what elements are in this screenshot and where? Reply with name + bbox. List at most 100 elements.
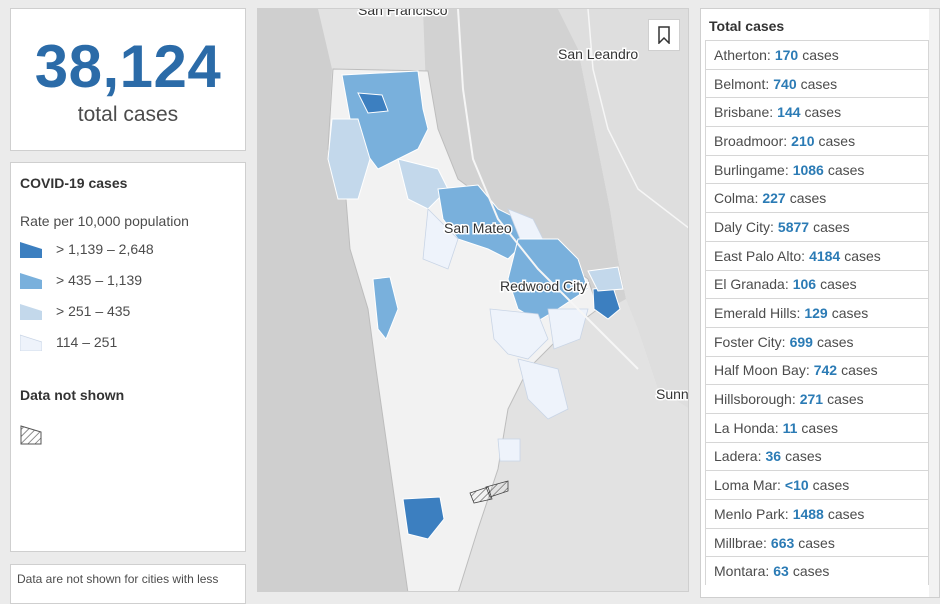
city-unit: cases [844, 247, 881, 264]
legend-classes: > 1,139 – 2,648 > 435 – 1,139 > 251 – 43… [20, 233, 236, 357]
city-count: 271 [799, 391, 824, 408]
region-portola[interactable] [517, 358, 569, 420]
list-item[interactable]: El Granada: 106 cases [705, 269, 929, 299]
city-unit: cases [816, 333, 854, 350]
city-count: 129 [804, 305, 828, 322]
list-item[interactable]: Hillsborough: 271 cases [705, 384, 929, 413]
list-item[interactable]: East Palo Alto: 4184 cases [705, 240, 929, 270]
city-name: East Palo Alto: [714, 247, 806, 264]
region-half-moon-bay[interactable] [372, 276, 399, 340]
legend-title: COVID-19 cases [20, 175, 128, 191]
city-unit: cases [827, 161, 865, 178]
list-item[interactable]: Ladera: 36 cases [705, 441, 929, 471]
map-canvas[interactable]: San Francisco San Leandro San Mateo Redw… [258, 9, 689, 592]
city-name: El Granada: [714, 276, 789, 293]
city-name: Menlo Park: [714, 505, 789, 522]
city-count: 144 [777, 104, 801, 121]
list-item[interactable]: Foster City: 699 cases [705, 326, 929, 356]
list-item[interactable]: Half Moon Bay: 742 cases [705, 355, 929, 385]
bookmark-icon [658, 26, 670, 44]
total-cases-label: total cases [77, 103, 179, 126]
city-count: 227 [762, 190, 786, 207]
city-unit: cases [831, 305, 869, 322]
region-la-honda[interactable] [497, 438, 521, 462]
city-name: Belmont: [714, 75, 770, 92]
list-item[interactable]: Daly City: 5877 cases [705, 212, 929, 241]
list-scrollbar[interactable] [929, 9, 939, 597]
city-count: 663 [770, 534, 795, 551]
city-unit: cases [798, 534, 835, 551]
city-name: Emerald Hills: [714, 305, 801, 322]
legend-class-label: > 1,139 – 2,648 [56, 240, 154, 257]
total-cases-value: 38,124 [34, 33, 222, 100]
bookmark-button[interactable] [648, 19, 680, 51]
city-unit: cases [813, 218, 850, 235]
region-emerald-hills[interactable] [489, 308, 549, 360]
city-name: Montara: [714, 563, 770, 580]
region-atherton[interactable] [547, 308, 589, 350]
list-item[interactable]: Burlingame: 1086 cases [705, 154, 929, 184]
list-item[interactable]: Brisbane: 144 cases [705, 97, 929, 127]
label-san-francisco: San Francisco [358, 9, 448, 18]
list-item[interactable]: Belmont: 740 cases [705, 68, 929, 98]
legend-class-label: > 435 – 1,139 [56, 271, 143, 288]
city-unit: cases [827, 505, 865, 522]
road-east [587, 9, 688, 229]
city-count: 740 [773, 75, 797, 92]
list-item[interactable]: Atherton: 170 cases [705, 40, 929, 69]
list-item[interactable]: Emerald Hills: 129 cases [705, 298, 929, 327]
list-item[interactable]: Millbrae: 663 cases [705, 527, 929, 557]
city-name: Ladera: [714, 448, 762, 465]
legend-swatch-icon [20, 303, 42, 320]
no-data-title: Data not shown [20, 387, 125, 403]
city-name: Atherton: [714, 46, 771, 63]
ocean-area [258, 9, 408, 591]
legend-class-1: > 1,139 – 2,648 [20, 233, 236, 264]
east-bay-land [558, 9, 688, 408]
region-pacifica[interactable] [327, 118, 371, 200]
city-name: Millbrae: [714, 534, 767, 551]
city-count: 699 [789, 333, 813, 350]
hatch-pattern-icon [20, 425, 42, 445]
region-high-rate[interactable] [357, 92, 389, 114]
legend-class-2: > 435 – 1,139 [20, 264, 236, 295]
label-redwood-city: Redwood City [500, 278, 587, 294]
legend-class-label: > 251 – 435 [56, 302, 131, 319]
legend-class-4: 114 – 251 [20, 326, 236, 357]
legend-swatch-icon [20, 272, 42, 289]
city-list[interactable]: Atherton: 170 cases Belmont: 740 cases Brisban… [701, 40, 939, 586]
city-unit: cases [818, 132, 856, 149]
city-count: 210 [791, 132, 815, 149]
city-unit: cases [792, 563, 830, 580]
footnote-panel: Data are not shown for cities with less [10, 564, 246, 604]
map-view[interactable]: San Francisco San Leandro San Mateo Redw… [257, 8, 689, 592]
legend-swatch-icon [20, 241, 42, 258]
region-menlo-park[interactable] [587, 266, 624, 292]
city-unit: cases [785, 448, 822, 465]
total-cases-card: 38,124 total cases [10, 8, 246, 151]
city-count: 106 [792, 276, 817, 293]
city-unit: cases [804, 104, 842, 121]
legend-class-3: > 251 – 435 [20, 295, 236, 326]
city-name: Half Moon Bay: [714, 362, 810, 379]
region-hillsborough[interactable] [422, 208, 459, 270]
city-name: Broadmoor: [714, 132, 788, 149]
region-pescadero[interactable] [402, 496, 445, 540]
list-item[interactable]: Menlo Park: 1488 cases [705, 499, 929, 528]
list-title: Total cases [709, 18, 785, 34]
list-item[interactable]: Colma: 227 cases [705, 183, 929, 213]
bay-area [423, 9, 626, 309]
label-san-mateo: San Mateo [444, 220, 512, 236]
city-unit: cases [802, 46, 839, 63]
city-count: 36 [765, 448, 782, 465]
list-item[interactable]: La Honda: 11 cases [705, 412, 929, 442]
label-san-leandro: San Leandro [558, 46, 638, 62]
list-item[interactable]: Broadmoor: 210 cases [705, 126, 929, 155]
city-unit: cases [841, 362, 878, 379]
list-item[interactable]: Loma Mar: <10 cases [705, 470, 929, 499]
city-unit: cases [812, 477, 850, 494]
list-item[interactable]: Montara: 63 cases [705, 556, 929, 586]
region-brisbane[interactable] [397, 158, 449, 210]
city-name: Foster City: [714, 333, 786, 350]
region-no-data [485, 480, 509, 498]
